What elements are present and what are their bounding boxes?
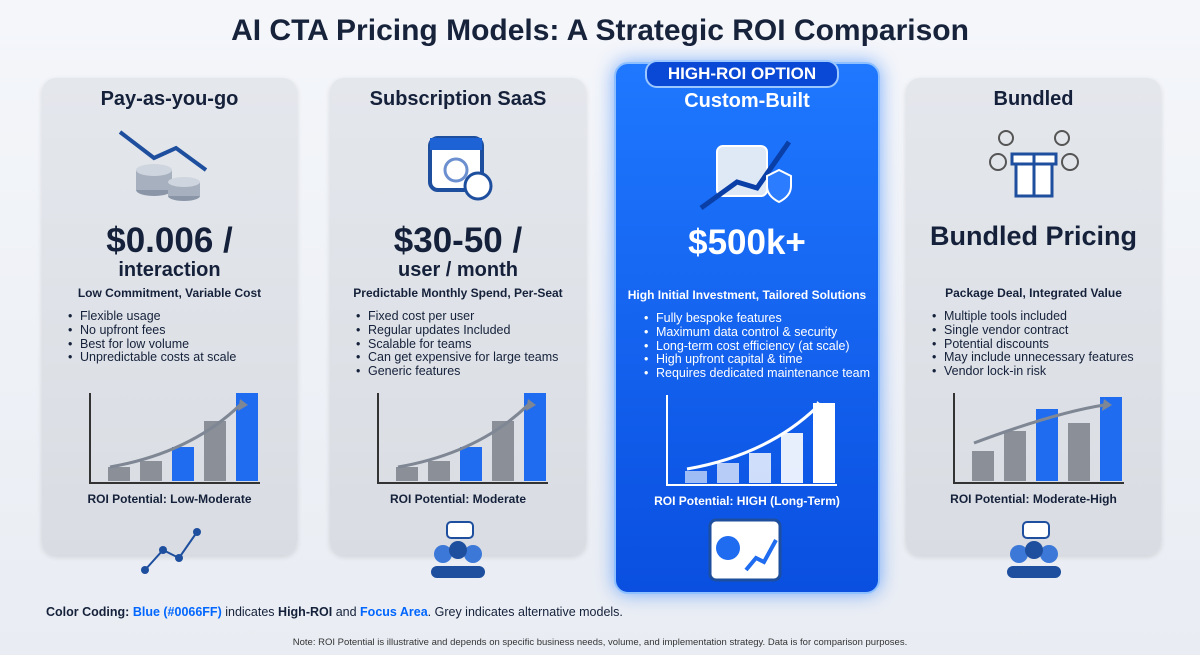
bullet: Requires dedicated maintenance team xyxy=(644,366,870,381)
bullet: High upfront capital & time xyxy=(644,353,870,367)
bullet: Multiple tools included xyxy=(932,309,1134,324)
bullet-list: Fully bespoke featuresMaximum data contr… xyxy=(644,311,870,381)
bullet: Can get expensive for large teams xyxy=(356,351,558,365)
bullet: Vendor lock-in risk xyxy=(932,364,1134,379)
card-name: Bundled xyxy=(993,88,1074,110)
bullet: No upfront fees xyxy=(68,323,236,338)
legend-text: . Grey indicates alternative models. xyxy=(427,605,623,619)
bottom-icon xyxy=(140,528,201,574)
roi-label: ROI Potential: Moderate xyxy=(389,492,526,506)
badge: HIGH-ROI OPTION xyxy=(645,60,839,88)
pricing-card: Custom-Built $500k+ High Initial Investmen… xyxy=(614,62,880,594)
price: $30-50 / xyxy=(393,221,523,260)
mini-chart xyxy=(666,395,837,486)
mini-chart xyxy=(88,393,260,484)
bullet: Generic features xyxy=(356,364,558,379)
legend-text: High-ROI xyxy=(278,605,333,619)
bullet: Fixed cost per user xyxy=(356,309,558,324)
bullet-list: Multiple tools includedSingle vendor con… xyxy=(932,309,1134,379)
bullet: Unpredictable costs at scale xyxy=(68,351,236,365)
roi-label: ROI Potential: Moderate-High xyxy=(950,492,1117,506)
card-icon xyxy=(118,130,207,201)
bullet: Flexible usage xyxy=(68,309,236,324)
color-legend: Color Coding: Blue (#0066FF) indicates H… xyxy=(46,605,623,619)
bullet: Potential discounts xyxy=(932,337,1134,352)
card-icon xyxy=(428,136,493,201)
price: $0.006 / xyxy=(106,221,233,260)
card-icon xyxy=(699,140,792,211)
legend-text: Focus Area xyxy=(360,605,428,619)
footnote: Note: ROI Potential is illustrative and … xyxy=(292,637,908,648)
bullet: Regular updates Included xyxy=(356,323,558,338)
card-name: Custom-Built xyxy=(684,90,810,112)
pricing-card: Subscription SaaS $30-50 /user / month Pre… xyxy=(330,78,586,555)
page-title: AI CTA Pricing Models: A Strategic ROI C… xyxy=(231,14,969,47)
pricing-card: Pay-as-you-go $0.006 /interaction Low Comm… xyxy=(42,78,297,555)
price: $500k+ xyxy=(688,223,806,262)
mini-chart xyxy=(377,393,548,484)
legend-text: and xyxy=(335,605,357,619)
bullet: Best for low volume xyxy=(68,337,236,352)
bottom-icon xyxy=(708,518,782,582)
tagline: Low Commitment, Variable Cost xyxy=(77,286,262,300)
price: Bundled Pricing xyxy=(929,221,1137,251)
bullet: Long-term cost efficiency (at scale) xyxy=(644,339,870,354)
tagline: High Initial Investment, Tailored Soluti… xyxy=(627,288,867,302)
roi-label: ROI Potential: Low-Moderate xyxy=(87,492,252,506)
mini-chart xyxy=(952,393,1124,484)
card-icon xyxy=(988,130,1079,198)
bullet: Fully bespoke features xyxy=(644,311,870,326)
bullet: Scalable for teams xyxy=(356,337,558,352)
bullet: May include unnecessary features xyxy=(932,351,1134,365)
price: interaction xyxy=(118,259,221,281)
legend-label: Color Coding: xyxy=(46,605,130,619)
tagline: Package Deal, Integrated Value xyxy=(945,286,1122,300)
tagline: Predictable Monthly Spend, Per-Seat xyxy=(353,286,563,300)
bullet: Single vendor contract xyxy=(932,323,1134,338)
card-name: Pay-as-you-go xyxy=(100,88,239,110)
pricing-card: Bundled Bundled Pricing Package Deal, Inte… xyxy=(906,78,1161,555)
bottom-icon xyxy=(1006,521,1061,578)
card-name: Subscription SaaS xyxy=(369,88,547,110)
bullet-list: Flexible usageNo upfront feesBest for lo… xyxy=(68,309,236,365)
legend-text: indicates xyxy=(225,605,275,619)
bullet-list: Fixed cost per userRegular updates Inclu… xyxy=(356,309,558,379)
price: user / month xyxy=(397,259,518,281)
bullet: Maximum data control & security xyxy=(644,325,870,340)
roi-label: ROI Potential: HIGH (Long-Term) xyxy=(654,494,840,508)
legend-text: Blue (#0066FF) xyxy=(132,605,222,619)
bottom-icon xyxy=(431,521,485,578)
